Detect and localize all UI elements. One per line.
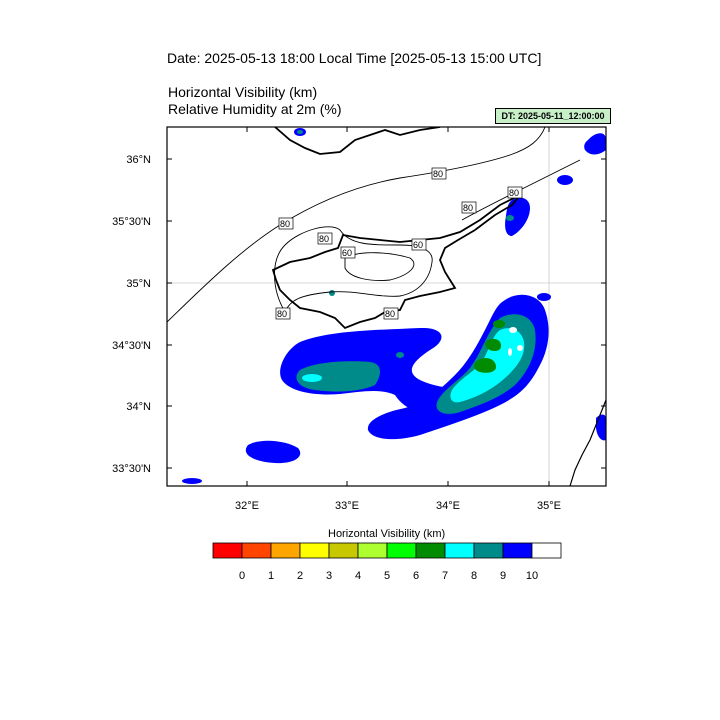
colorbar-swatch xyxy=(531,542,562,559)
coastlines xyxy=(271,127,606,486)
variable-label-visibility: Horizontal Visibility (km) xyxy=(168,84,318,100)
lat-label: 33°30'N xyxy=(112,463,151,475)
vis-region-9km-corner xyxy=(182,478,202,484)
lat-label: 34°N xyxy=(126,401,151,413)
colorbar-swatch xyxy=(473,542,504,559)
colorbar-title: Horizontal Visibility (km) xyxy=(328,528,446,540)
colorbar-tick-label: 5 xyxy=(384,570,390,582)
lon-axis xyxy=(246,127,550,486)
rh-contour-outer xyxy=(167,127,546,323)
rh-contour-label: 60 xyxy=(342,248,352,258)
vis-region-10km-hole-b xyxy=(517,345,523,351)
colorbar-ticks: 0 1 2 3 4 5 6 7 8 9 10 xyxy=(239,570,538,582)
map-title: Date: 2025-05-13 18:00 Local Time [2025-… xyxy=(167,50,542,66)
rh-contour-label: 80 xyxy=(385,309,395,319)
lon-label: 32°E xyxy=(235,500,259,512)
colorbar-tick-label: 9 xyxy=(500,570,506,582)
visibility-shading xyxy=(182,128,606,484)
colorbar-swatch xyxy=(444,542,475,559)
rh-contour-inland xyxy=(344,252,415,281)
vis-region-10km-hole-a xyxy=(509,327,517,333)
colorbar-tick-label: 0 xyxy=(239,570,245,582)
coastline-cyprus xyxy=(271,194,521,330)
vis-region-9km-levant xyxy=(596,414,606,441)
rh-contour-label: 80 xyxy=(433,169,443,179)
lon-label: 33°E xyxy=(335,500,359,512)
colorbar-tick-label: 2 xyxy=(297,570,303,582)
dt-badge: DT: 2025-05-11_12:00:00 xyxy=(495,108,611,124)
colorbar-swatch xyxy=(328,542,359,559)
coastline-turkey xyxy=(274,127,441,155)
vis-region-8km-east-small xyxy=(506,215,514,221)
lat-label: 35°30'N xyxy=(112,216,151,228)
rh-contour-label: 80 xyxy=(463,203,473,213)
lon-label: 34°E xyxy=(436,500,460,512)
colorbar xyxy=(212,542,562,559)
lat-label: 35°N xyxy=(126,278,151,290)
colorbar-tick-label: 7 xyxy=(442,570,448,582)
vis-region-7km-west xyxy=(302,374,322,382)
lat-label: 36°N xyxy=(126,154,151,166)
vis-region-8km-turkey-coast xyxy=(297,130,303,134)
rh-contour-label: 80 xyxy=(509,188,519,198)
rh-contour-label: 80 xyxy=(280,219,290,229)
vis-region-9km-northeast xyxy=(505,197,530,236)
colorbar-swatch xyxy=(270,542,301,559)
rh-contour-label: 80 xyxy=(319,234,329,244)
colorbar-tick-label: 6 xyxy=(413,570,419,582)
rh-contour-label-group: 80 80 80 80 80 60 60 80 80 xyxy=(275,167,523,320)
variable-label-humidity: Relative Humidity at 2m (%) xyxy=(168,101,342,117)
colorbar-tick-label: 1 xyxy=(268,570,274,582)
rh-contours xyxy=(167,127,581,323)
lat-axis xyxy=(167,158,606,469)
colorbar-swatch xyxy=(502,542,533,559)
vis-region-9km-east-small xyxy=(557,175,573,185)
lat-label: 34°30'N xyxy=(112,340,151,352)
vis-region-10km-hole-c xyxy=(508,348,512,356)
vis-region-6km-plume-c xyxy=(493,320,505,328)
colorbar-swatch xyxy=(386,542,417,559)
lat-labels: 36°N 35°30'N 35°N 34°30'N 34°N 33°30'N xyxy=(112,154,151,475)
colorbar-tick-label: 8 xyxy=(471,570,477,582)
lon-label: 35°E xyxy=(537,500,561,512)
coastline-levant xyxy=(569,399,606,486)
vis-region-6km-plume xyxy=(474,358,497,373)
lon-labels: 32°E 33°E 34°E 35°E xyxy=(235,500,561,512)
colorbar-tick-label: 10 xyxy=(526,570,538,582)
vis-region-8km-troodos xyxy=(329,290,335,296)
colorbar-swatch xyxy=(415,542,446,559)
vis-region-6km-plume-b xyxy=(485,338,502,352)
vis-region-8km-sea-dot xyxy=(396,352,404,358)
rh-contour-label: 80 xyxy=(277,309,287,319)
colorbar-swatch xyxy=(241,542,272,559)
colorbar-tick-label: 4 xyxy=(355,570,361,582)
plot-frame xyxy=(166,126,607,487)
colorbar-swatch xyxy=(299,542,330,559)
colorbar-swatch xyxy=(212,542,243,559)
rh-contour-label: 60 xyxy=(413,240,423,250)
vis-region-9km-south xyxy=(245,440,301,464)
vis-region-8km-west xyxy=(296,361,380,392)
colorbar-swatch xyxy=(357,542,388,559)
vis-region-9km-east-edge xyxy=(584,133,606,155)
vis-region-9km-fragment xyxy=(537,293,551,301)
colorbar-tick-label: 3 xyxy=(326,570,332,582)
